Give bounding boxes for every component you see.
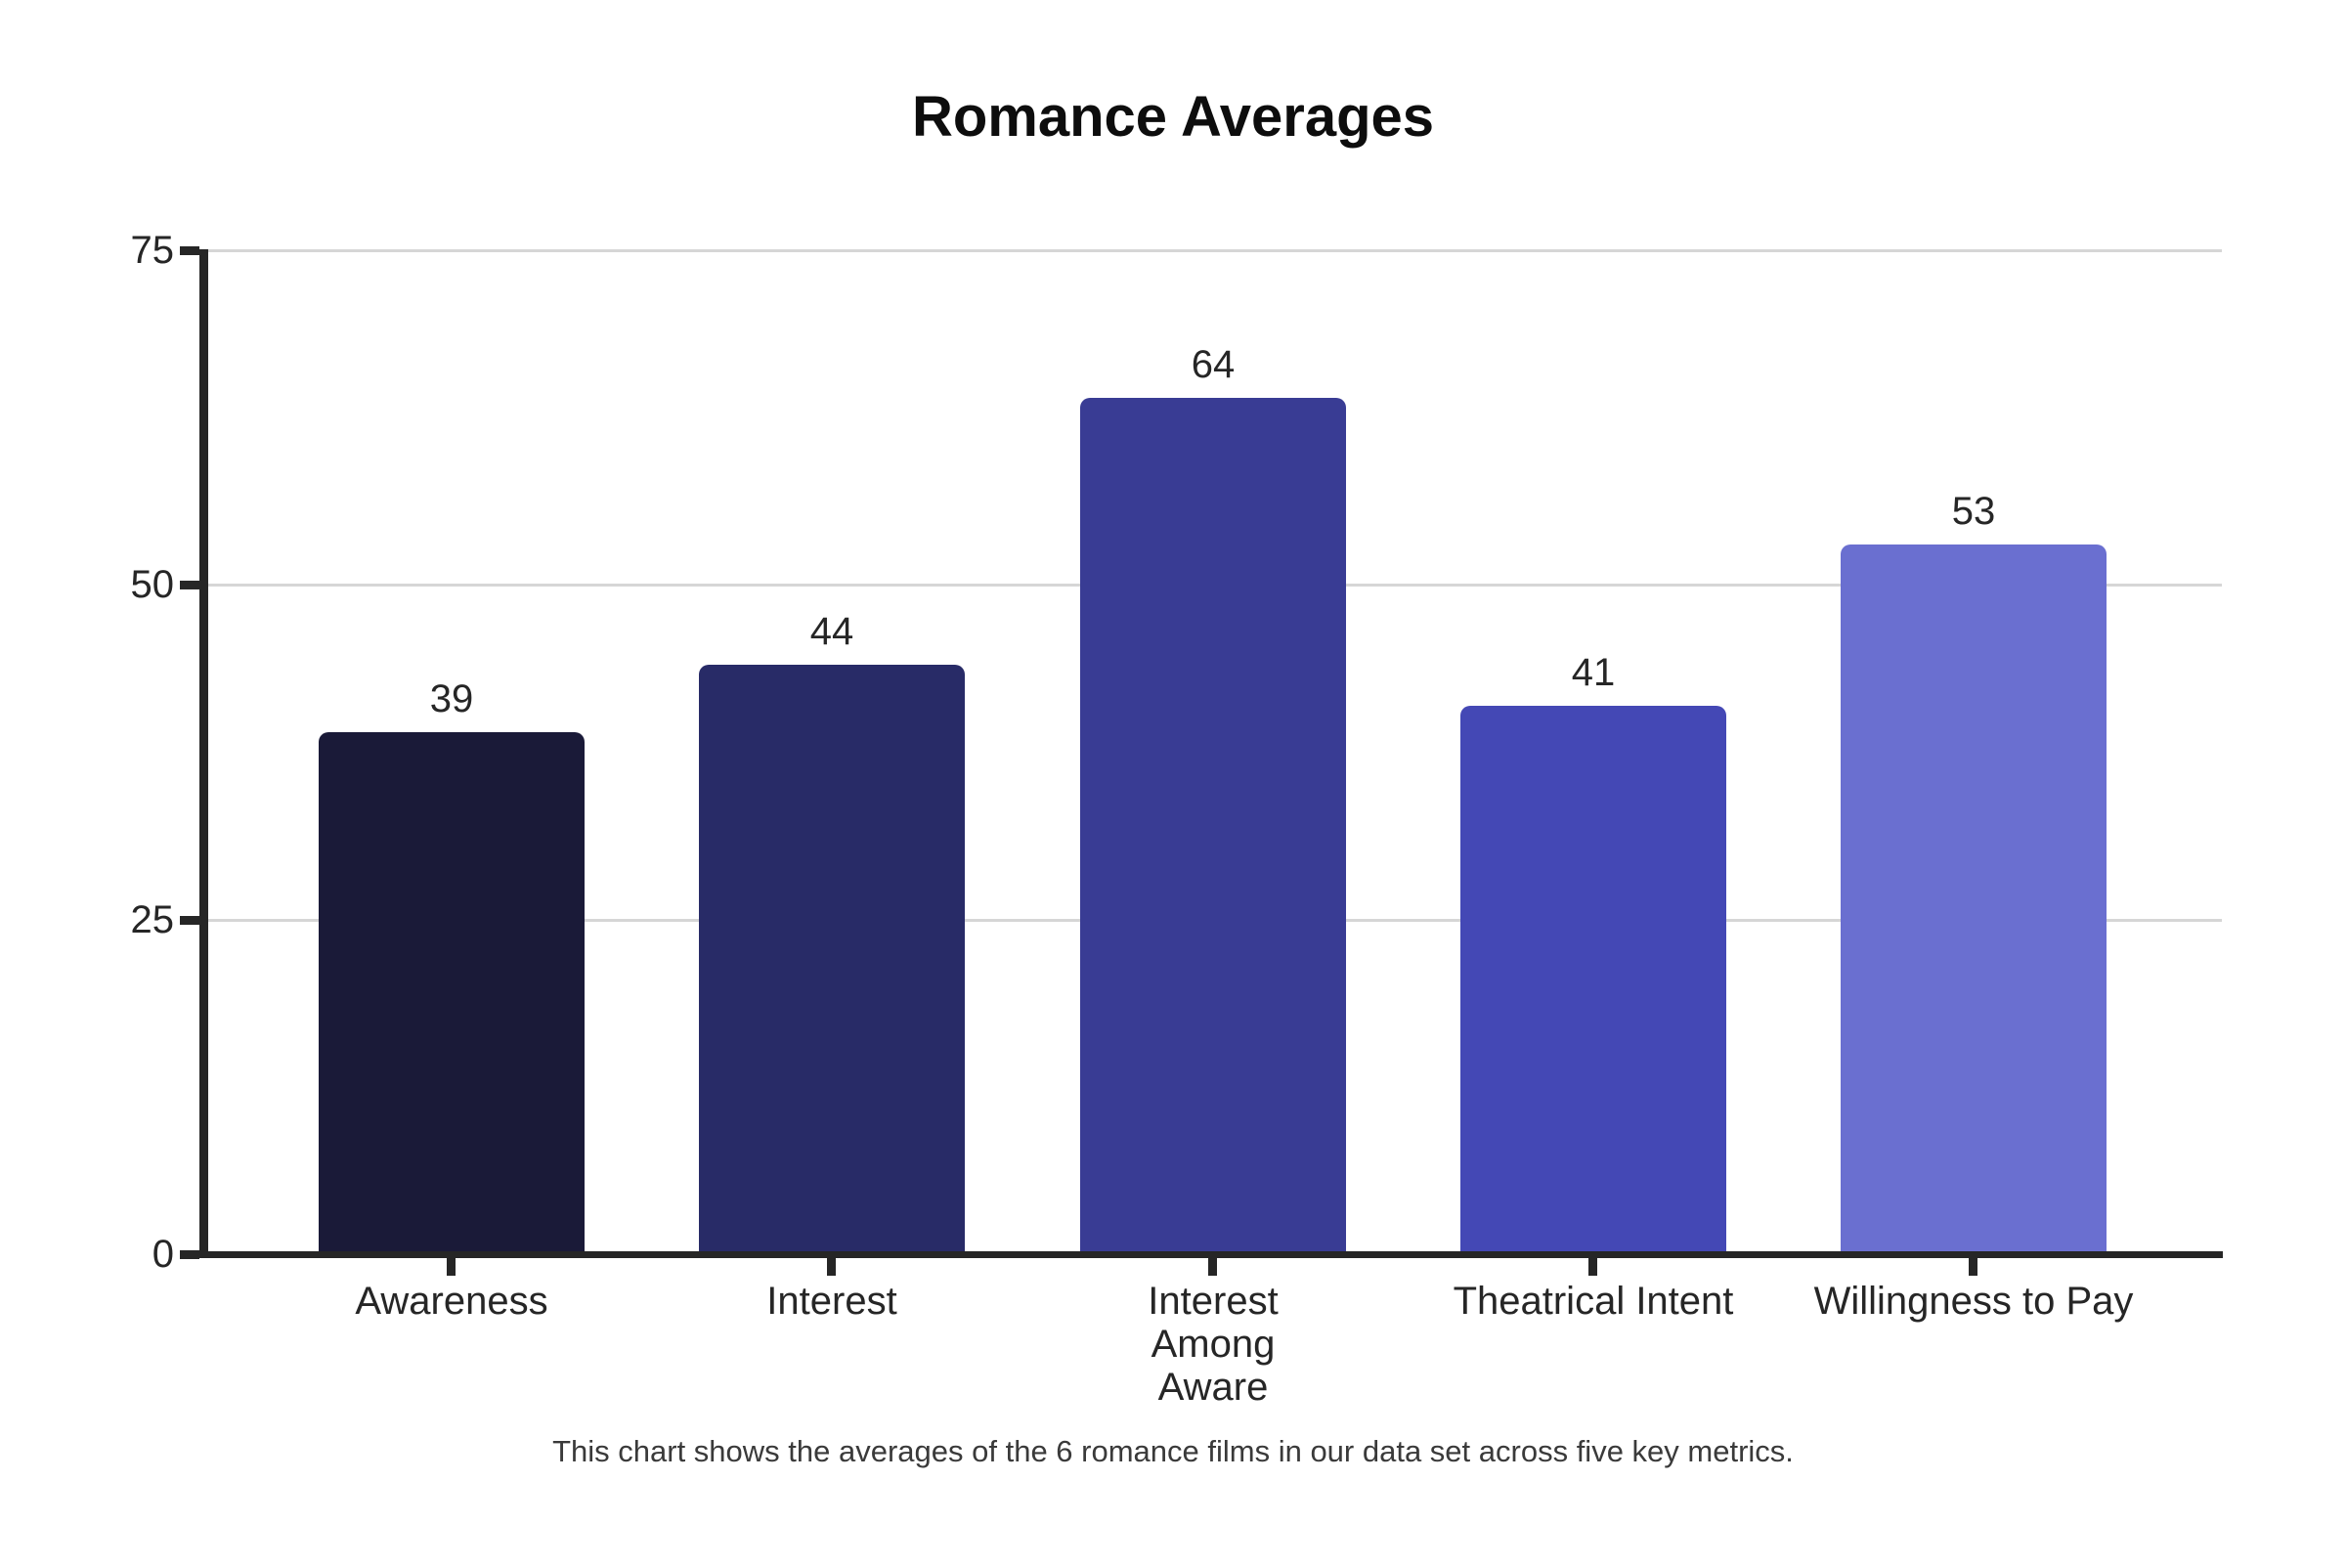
x-tick-theatrical-intent <box>1588 1258 1597 1276</box>
chart-footnote: This chart shows the averages of the 6 r… <box>552 1434 1794 1468</box>
x-label-willingness-to-pay: Willingness to Pay <box>1778 1280 2169 1323</box>
y-tick-50 <box>180 581 199 589</box>
bar-value-theatrical-intent: 41 <box>1571 651 1616 694</box>
x-axis-line <box>199 1251 2223 1258</box>
x-label-line: Aware <box>1157 1366 1269 1409</box>
x-label-line: Theatrical Intent <box>1453 1280 1734 1323</box>
y-axis-line <box>199 249 208 1258</box>
bar-willingness-to-pay <box>1841 544 2107 1255</box>
bar-value-willingness-to-pay: 53 <box>1951 490 1996 533</box>
x-tick-willingness-to-pay <box>1969 1258 1977 1276</box>
gridline-75 <box>202 249 2222 252</box>
x-tick-interest <box>827 1258 836 1276</box>
x-label-line: Among <box>1151 1323 1276 1366</box>
x-label-theatrical-intent: Theatrical Intent <box>1398 1280 1789 1323</box>
x-label-line: Willingness to Pay <box>1813 1280 2134 1323</box>
bar-interest <box>699 665 965 1255</box>
y-tick-label-75: 75 <box>130 229 175 272</box>
x-label-line: Interest <box>766 1280 897 1323</box>
x-label-line: Awareness <box>355 1280 548 1323</box>
bar-interest-among-aware <box>1080 398 1346 1255</box>
bar-theatrical-intent <box>1460 706 1726 1255</box>
bar-awareness <box>319 732 585 1255</box>
y-tick-75 <box>180 246 199 255</box>
chart-title: Romance Averages <box>911 85 1435 149</box>
x-label-line: Interest <box>1148 1280 1279 1323</box>
x-label-interest-among-aware: Interest Among Aware <box>1018 1280 1409 1409</box>
x-tick-awareness <box>447 1258 456 1276</box>
y-tick-label-0: 0 <box>152 1233 174 1276</box>
bar-value-awareness: 39 <box>429 677 474 720</box>
y-tick-0 <box>180 1250 199 1259</box>
y-tick-label-50: 50 <box>130 563 175 606</box>
y-tick-label-25: 25 <box>130 898 175 941</box>
bar-value-interest-among-aware: 64 <box>1191 343 1236 386</box>
x-label-interest: Interest <box>636 1280 1027 1323</box>
x-tick-interest-among-aware <box>1208 1258 1217 1276</box>
x-label-awareness: Awareness <box>256 1280 647 1323</box>
y-tick-25 <box>180 916 199 925</box>
bar-value-interest: 44 <box>809 610 854 653</box>
